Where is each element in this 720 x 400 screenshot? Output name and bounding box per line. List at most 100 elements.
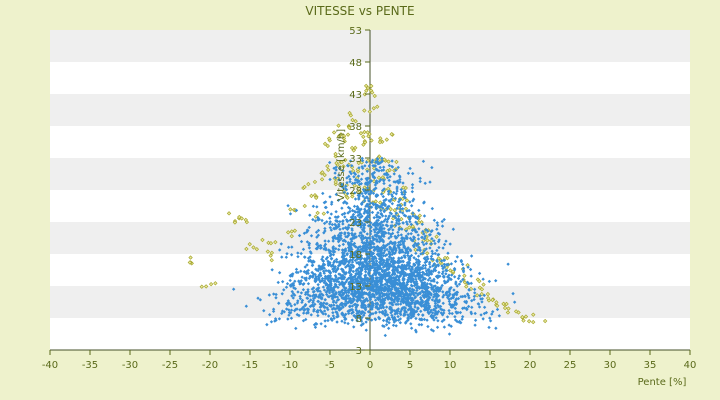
blue-point [319,274,323,278]
blue-point [325,220,329,224]
blue-point [436,300,440,304]
blue-point [297,279,301,283]
blue-point [424,301,428,306]
blue-point [291,272,295,276]
olive-point [292,228,298,233]
olive-point [345,132,351,137]
blue-point [445,295,450,300]
blue-point [394,168,398,172]
blue-point [299,269,303,273]
blue-point [392,172,396,176]
olive-point [367,109,373,114]
blue-point [423,263,428,268]
blue-point [390,308,395,312]
olive-point [347,125,352,130]
olive-point [268,241,274,246]
blue-point [277,248,282,252]
blue-point [417,301,421,306]
blue-point [441,290,445,294]
blue-point [428,282,432,286]
blue-point [384,223,389,227]
blue-point [376,223,380,228]
blue-point [366,224,371,228]
blue-point [331,239,335,243]
blue-point [445,262,449,267]
blue-point [394,192,398,196]
blue-point [362,277,367,281]
blue-point [419,295,423,300]
blue-point [284,285,289,289]
blue-point [360,172,365,176]
blue-point [420,240,425,244]
blue-point [436,309,441,314]
blue-point [417,275,421,279]
blue-point [391,262,395,266]
blue-point [352,286,357,290]
blue-point [299,239,304,244]
blue-point [307,246,312,250]
blue-point [334,257,339,262]
blue-point [374,311,378,315]
blue-point [409,326,414,330]
blue-point [319,292,324,296]
blue-point [420,300,425,305]
blue-point [411,214,415,218]
blue-point [381,292,385,296]
blue-point [444,290,449,295]
blue-point [412,235,416,240]
blue-point [390,220,394,224]
blue-point [386,231,391,235]
blue-point [389,212,394,216]
blue-point [277,301,281,305]
blue-point [399,187,403,192]
blue-point [326,318,330,323]
blue-point [324,205,328,210]
blue-point [453,259,458,264]
blue-point [440,219,444,224]
blue-point [417,245,421,250]
blue-point [349,252,354,257]
blue-point [308,274,312,278]
olive-point [386,159,391,164]
olive-point [494,303,500,308]
blue-point [315,268,319,272]
olive-point [350,191,355,197]
blue-point [423,277,428,281]
blue-point [436,253,440,257]
olive-point [232,220,238,225]
blue-point [396,240,401,245]
blue-point [323,319,327,323]
blue-point [421,293,425,298]
blue-point [457,274,462,278]
olive-point [417,213,423,218]
olive-point [333,179,338,185]
blue-point [416,312,421,317]
blue-point [365,298,370,303]
blue-point [427,262,432,266]
blue-point [360,277,364,281]
blue-point [343,261,347,266]
blue-point [406,287,410,292]
blue-point [417,268,421,272]
blue-point [440,283,444,288]
olive-point [384,137,389,142]
blue-point [429,272,434,276]
blue-point [280,311,284,316]
blue-point [401,276,405,280]
blue-point [280,255,284,259]
blue-point [322,288,327,292]
blue-point [366,214,370,218]
blue-point [410,284,414,288]
blue-point [294,326,298,331]
blue-point [332,278,336,282]
blue-point [307,225,311,230]
blue-point [445,279,450,284]
blue-point [331,248,336,252]
blue-point [403,251,408,255]
blue-point [376,211,380,215]
blue-point [366,189,370,193]
blue-point [321,259,326,263]
blue-point [432,279,436,283]
blue-point [470,305,474,310]
olive-point [479,291,484,297]
